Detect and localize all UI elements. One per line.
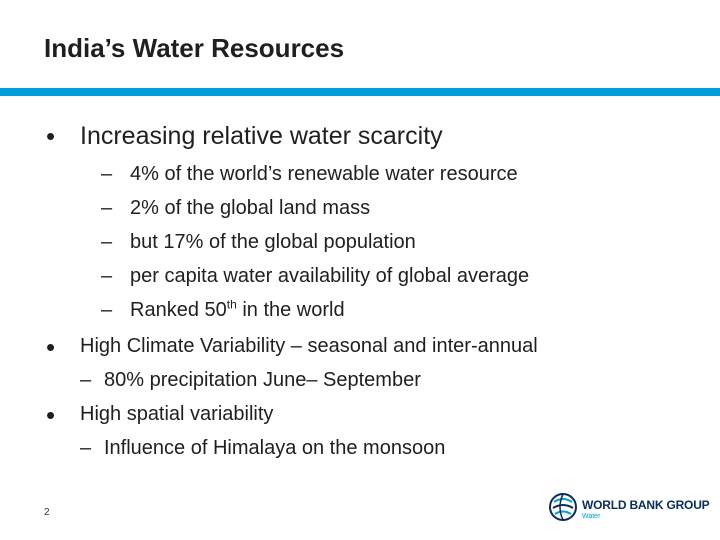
world-bank-globe-icon [548, 492, 578, 527]
sub-bullet-marker: – [101, 163, 113, 185]
logo-name: WORLD BANK GROUP [582, 498, 710, 512]
sub-bullet-text: Influence of Himalaya on the monsoon [104, 437, 446, 459]
sub-bullet-marker: – [101, 265, 113, 287]
sub-bullet-marker: – [101, 197, 113, 219]
sub-bullet-text-part: in the world [236, 299, 345, 321]
sub-bullet-marker: – [80, 369, 92, 391]
bullet-marker: • [46, 121, 56, 151]
title-divider [0, 88, 720, 96]
bullet-marker: • [46, 332, 56, 362]
bullet-text: High Climate Variability – seasonal and … [80, 335, 538, 357]
world-bank-logo: WORLD BANK GROUP Water [548, 492, 710, 527]
page-number: 2 [44, 507, 50, 518]
sub-bullet-text: Ranked 50th in the world [130, 297, 345, 322]
logo-subtitle: Water [582, 513, 601, 520]
sub-bullet-text: per capita water availability of global … [130, 265, 530, 287]
sub-bullet-text: 80% precipitation June– September [104, 369, 421, 391]
slide-title: India’s Water Resources [44, 33, 345, 63]
sub-bullet-marker: – [80, 437, 92, 459]
ordinal-suffix: th [226, 297, 237, 312]
bullet-marker: • [46, 400, 56, 430]
sub-bullet-text: 2% of the global land mass [130, 197, 371, 219]
sub-bullet-marker: – [101, 299, 113, 321]
sub-bullet-text: 4% of the world’s renewable water resour… [130, 163, 518, 185]
sub-bullet-text: but 17% of the global population [130, 231, 416, 253]
bullet-text: High spatial variability [80, 403, 274, 425]
sub-bullet-marker: – [101, 231, 113, 253]
sub-bullet-text-part: Ranked 50 [130, 299, 227, 321]
bullet-text: Increasing relative water scarcity [80, 122, 443, 150]
